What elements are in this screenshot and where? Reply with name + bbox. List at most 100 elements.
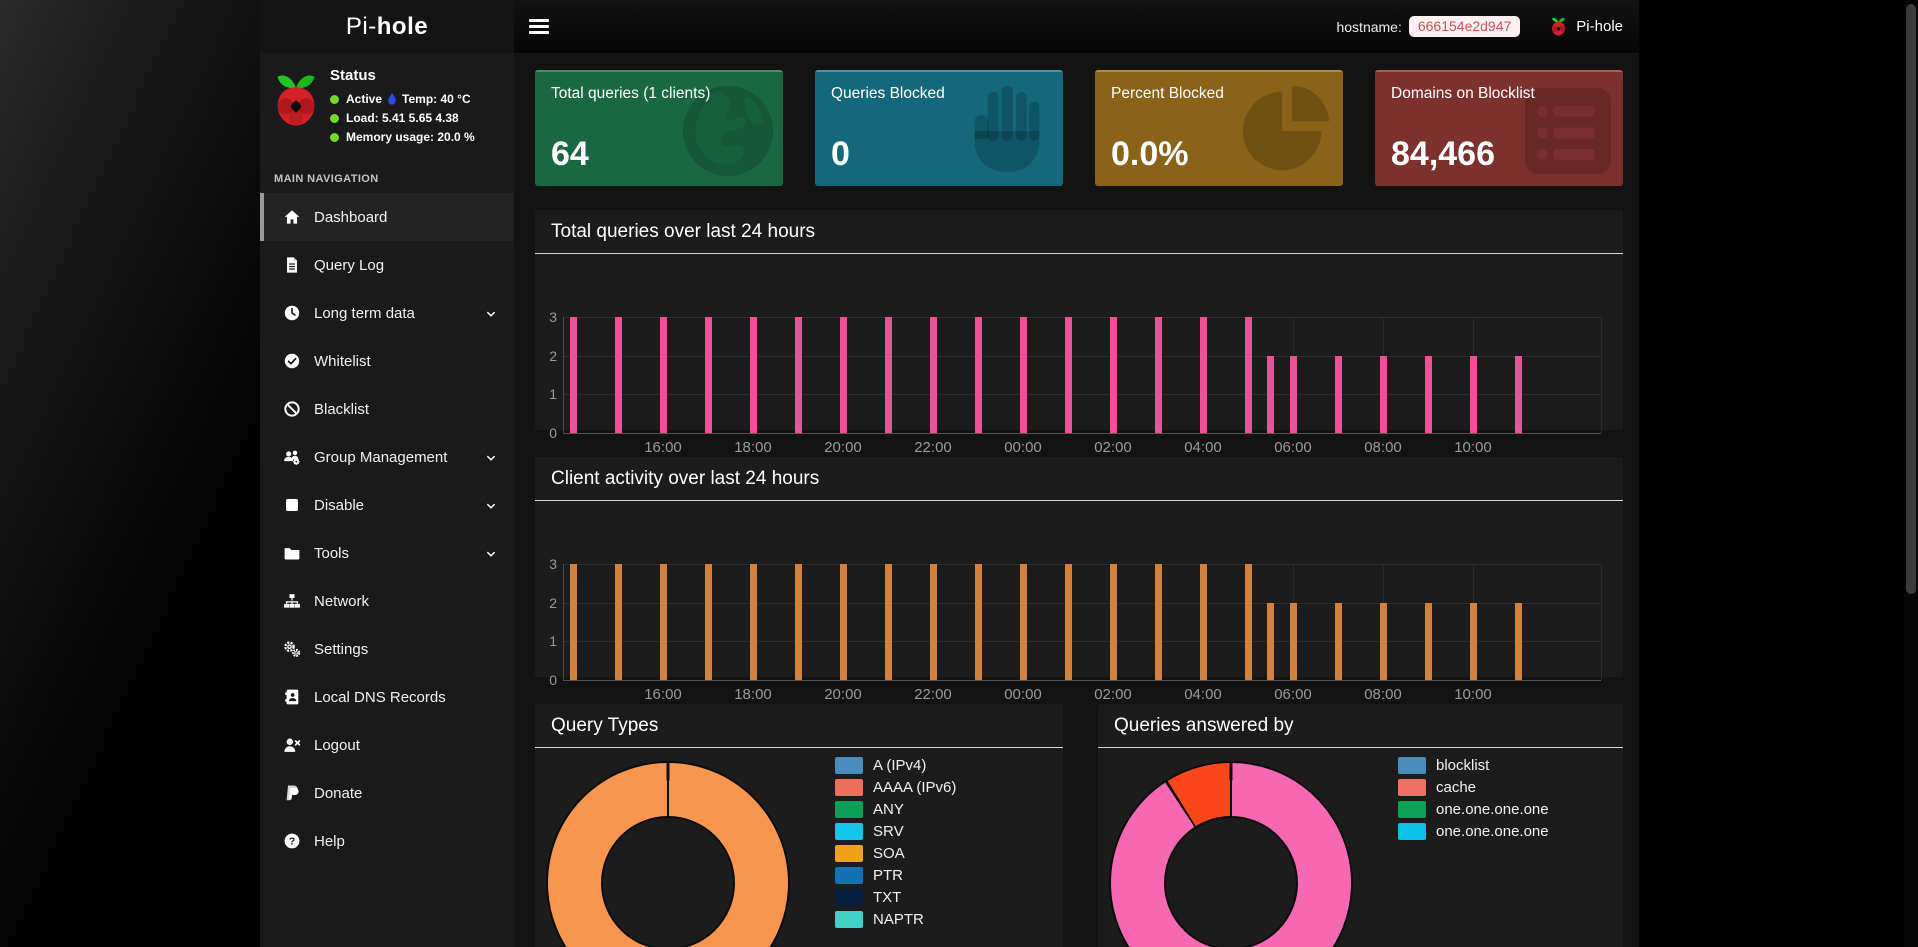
bar-21:00[interactable] bbox=[884, 564, 892, 680]
bar-23:00[interactable] bbox=[974, 317, 982, 433]
bar-11:00[interactable] bbox=[1514, 602, 1522, 680]
hamburger-menu-icon[interactable] bbox=[529, 19, 549, 34]
legend-label: SOA bbox=[873, 845, 905, 862]
card-title: Domains on Blocklist bbox=[1391, 85, 1535, 102]
bar-11:00[interactable] bbox=[1514, 355, 1522, 433]
bar-05:00[interactable] bbox=[1244, 317, 1252, 433]
sidebar-item-dashboard[interactable]: Dashboard bbox=[260, 193, 514, 241]
sidebar-item-blacklist[interactable]: Blacklist bbox=[260, 385, 514, 433]
bar-16:00[interactable] bbox=[659, 317, 667, 433]
legend-item-soa[interactable]: SOA bbox=[835, 845, 956, 862]
scrollbar-thumb[interactable] bbox=[1906, 4, 1916, 594]
bar-16:00[interactable] bbox=[659, 564, 667, 680]
client-activity-chart[interactable]: 0 1 2 3 16:00 18:00 20:00 22:00 00:00 02:00 04:00 0… bbox=[535, 501, 1623, 703]
bar-15:00[interactable] bbox=[614, 317, 622, 433]
legend-item-one-one-one-one[interactable]: one.one.one.one bbox=[1398, 823, 1549, 840]
bar-03:00[interactable] bbox=[1154, 564, 1162, 680]
bar-09:00[interactable] bbox=[1424, 355, 1432, 433]
sidebar-item-network[interactable]: Network bbox=[260, 577, 514, 625]
legend-item-naptr[interactable]: NAPTR bbox=[835, 911, 956, 928]
bar-05:00[interactable] bbox=[1244, 564, 1252, 680]
sidebar-item-tools[interactable]: Tools bbox=[260, 529, 514, 577]
sidebar-item-label: Settings bbox=[314, 640, 369, 658]
bar-10:00[interactable] bbox=[1469, 602, 1477, 680]
bar-05:30[interactable] bbox=[1267, 355, 1274, 433]
legend-item-one-one-one-one[interactable]: one.one.one.one bbox=[1398, 801, 1549, 818]
legend-swatch bbox=[835, 823, 863, 840]
bar-21:00[interactable] bbox=[884, 317, 892, 433]
status-dot-icon bbox=[330, 94, 339, 104]
bar-17:00[interactable] bbox=[704, 317, 712, 433]
sidebar-item-group-management[interactable]: Group Management bbox=[260, 433, 514, 481]
bar-00:00[interactable] bbox=[1019, 564, 1027, 680]
status-dot-icon bbox=[330, 113, 339, 123]
bar-14:00[interactable] bbox=[569, 564, 577, 680]
sidebar-item-donate[interactable]: Donate bbox=[260, 769, 514, 817]
bar-03:00[interactable] bbox=[1154, 317, 1162, 433]
bar-15:00[interactable] bbox=[614, 564, 622, 680]
sidebar-item-query-log[interactable]: Query Log bbox=[260, 241, 514, 289]
sidebar-brand[interactable]: Pi-hole bbox=[260, 0, 514, 53]
bar-10:00[interactable] bbox=[1469, 355, 1477, 433]
legend-item-aaaa-ipv6[interactable]: AAAA (IPv6) bbox=[835, 779, 956, 796]
sidebar-item-help[interactable]: ? Help bbox=[260, 817, 514, 865]
x-axis-tick: 10:00 bbox=[1454, 439, 1492, 456]
bar-06:00[interactable] bbox=[1289, 602, 1297, 680]
bar-20:00[interactable] bbox=[839, 564, 847, 680]
bar-08:00[interactable] bbox=[1379, 602, 1387, 680]
x-axis-tick: 00:00 bbox=[1004, 439, 1042, 456]
bar-07:00[interactable] bbox=[1334, 355, 1342, 433]
bar-02:00[interactable] bbox=[1109, 317, 1117, 433]
bar-00:00[interactable] bbox=[1019, 317, 1027, 433]
bar-14:00[interactable] bbox=[569, 317, 577, 433]
legend-item-blocklist[interactable]: blocklist bbox=[1398, 757, 1549, 774]
bar-01:00[interactable] bbox=[1064, 317, 1072, 433]
y-axis-tick: 0 bbox=[549, 425, 557, 441]
legend-label: one.one.one.one bbox=[1436, 801, 1549, 818]
bar-18:00[interactable] bbox=[749, 317, 757, 433]
sidebar-item-logout[interactable]: Logout bbox=[260, 721, 514, 769]
bar-19:00[interactable] bbox=[794, 564, 802, 680]
scrollbar-track[interactable] bbox=[1904, 0, 1918, 947]
total-queries-chart[interactable]: 0 1 2 3 16:00 18:00 20:00 22:00 00:00 02:00 04:00 0… bbox=[535, 254, 1623, 456]
queries-answered-donut-chart[interactable] bbox=[1109, 761, 1353, 947]
sidebar-item-local-dns-records[interactable]: Local DNS Records bbox=[260, 673, 514, 721]
legend-item-cache[interactable]: cache bbox=[1398, 779, 1549, 796]
legend-item-ptr[interactable]: PTR bbox=[835, 867, 956, 884]
bar-19:00[interactable] bbox=[794, 317, 802, 433]
legend-item-a-ipv4[interactable]: A (IPv4) bbox=[835, 757, 956, 774]
y-axis-tick: 2 bbox=[549, 347, 557, 364]
gridline bbox=[563, 602, 1601, 604]
sidebar-item-settings[interactable]: Settings bbox=[260, 625, 514, 673]
bar-18:00[interactable] bbox=[749, 564, 757, 680]
bar-05:30[interactable] bbox=[1267, 602, 1274, 680]
query-types-box: Query Types A (IPv4) AAAA (IPv6) ANY SRV SOA… bbox=[535, 704, 1063, 947]
sidebar-item-label: Group Management bbox=[314, 448, 448, 466]
paypal-icon bbox=[283, 784, 301, 802]
legend-item-srv[interactable]: SRV bbox=[835, 823, 956, 840]
bar-20:00[interactable] bbox=[839, 317, 847, 433]
donut-hole bbox=[601, 816, 735, 947]
legend-item-any[interactable]: ANY bbox=[835, 801, 956, 818]
bar-23:00[interactable] bbox=[974, 564, 982, 680]
bar-09:00[interactable] bbox=[1424, 602, 1432, 680]
bar-22:00[interactable] bbox=[929, 317, 937, 433]
bar-17:00[interactable] bbox=[704, 564, 712, 680]
bar-06:00[interactable] bbox=[1289, 355, 1297, 433]
status-row-memory: Memory usage: 20.0 % bbox=[330, 130, 475, 144]
hostname-badge: 666154e2d947 bbox=[1408, 16, 1521, 37]
sidebar-item-disable[interactable]: Disable bbox=[260, 481, 514, 529]
legend-item-txt[interactable]: TXT bbox=[835, 889, 956, 906]
bar-04:00[interactable] bbox=[1199, 317, 1207, 433]
bar-02:00[interactable] bbox=[1109, 564, 1117, 680]
bar-04:00[interactable] bbox=[1199, 564, 1207, 680]
sidebar-item-label: Network bbox=[314, 592, 370, 610]
sidebar-item-long-term-data[interactable]: Long term data bbox=[260, 289, 514, 337]
bar-01:00[interactable] bbox=[1064, 564, 1072, 680]
sidebar-item-whitelist[interactable]: Whitelist bbox=[260, 337, 514, 385]
bar-08:00[interactable] bbox=[1379, 355, 1387, 433]
bar-07:00[interactable] bbox=[1334, 602, 1342, 680]
query-types-donut-chart[interactable] bbox=[546, 761, 790, 947]
bar-22:00[interactable] bbox=[929, 564, 937, 680]
